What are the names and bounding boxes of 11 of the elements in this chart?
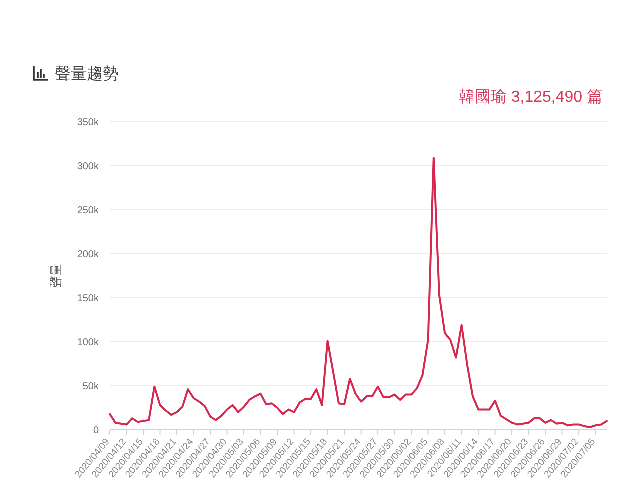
- chart-subtitle: 韓國瑜 3,125,490 篇: [458, 88, 603, 106]
- y-tick-label: 0: [93, 426, 100, 436]
- y-tick-label: 300k: [77, 162, 100, 172]
- y-tick-label: 100k: [77, 338, 100, 348]
- chart-title: 聲量趨勢: [55, 65, 119, 83]
- y-tick-label: 250k: [77, 206, 100, 216]
- y-tick-label: 150k: [77, 294, 100, 304]
- y-tick-label: 200k: [77, 250, 100, 260]
- y-axis-title: 聲量: [49, 264, 63, 288]
- y-tick-label: 350k: [77, 118, 100, 128]
- y-tick-label: 50k: [82, 382, 100, 392]
